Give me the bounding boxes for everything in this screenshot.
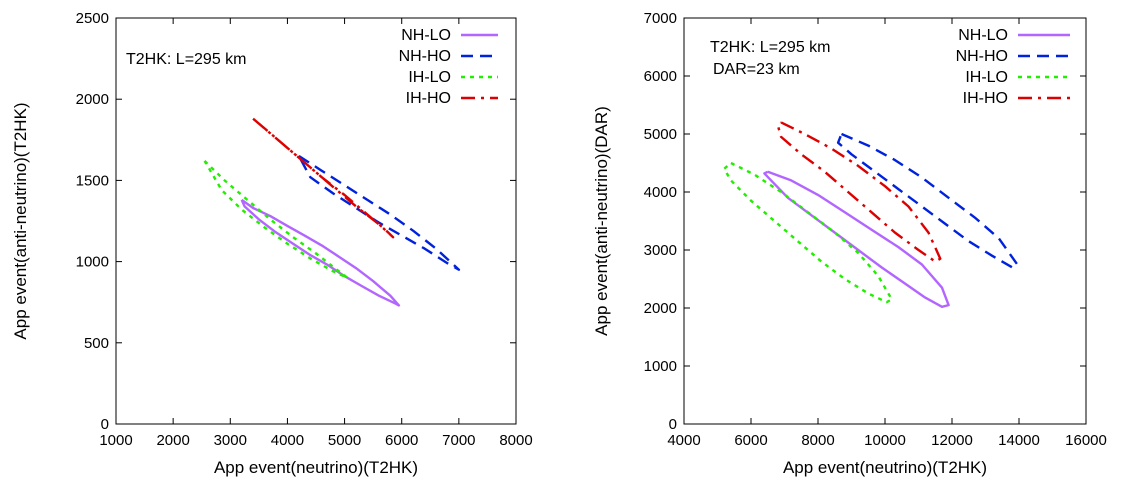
x-tick-label: 1000	[99, 432, 132, 449]
y-tick-label: 500	[84, 335, 109, 352]
plot-frame	[683, 17, 1087, 425]
legend: NH-LO NH-HO IH-LO IH-HO	[956, 27, 1070, 107]
chart-panel-1: 1000 2000 3000 4000 5000 6000 7000 8000 0 500 1000…	[11, 10, 533, 477]
series-curve-ih-ho	[252, 117, 395, 239]
series-curve-nh-lo	[240, 198, 401, 307]
y-tick-label: 1500	[76, 172, 109, 189]
series-curve-nh-lo	[763, 170, 950, 308]
plot-frame	[115, 17, 517, 425]
x-tick-label: 3000	[214, 432, 247, 449]
legend-label: IH-HO	[406, 90, 451, 107]
series-curve-ih-lo	[723, 161, 893, 304]
y-tick-label: 1000	[76, 254, 109, 271]
chart-panel-2: 4000 6000 8000 10000 12000 14000 16000 0 1000 200…	[592, 10, 1107, 477]
x-axis-label: App event(neutrino)(T2HK)	[783, 458, 987, 477]
y-tick-label: 1000	[644, 358, 677, 375]
x-tick-label: 8000	[801, 432, 834, 449]
x-tick-label: 8000	[499, 432, 532, 449]
x-tick-label: 12000	[931, 432, 973, 449]
y-tick-label: 2000	[644, 300, 677, 317]
x-tick-label: 2000	[156, 432, 189, 449]
x-axis-label: App event(neutrino)(T2HK)	[214, 458, 418, 477]
annotation-text: T2HK: L=295 km	[710, 39, 831, 56]
y-tick-label: 2500	[76, 10, 109, 27]
y-axis-label: App event(anti-neutrino)(T2HK)	[11, 102, 30, 339]
series-curve-ih-ho	[776, 121, 942, 263]
legend-label: IH-LO	[965, 69, 1008, 86]
x-tick-label: 14000	[998, 432, 1040, 449]
legend-label: NH-LO	[958, 27, 1008, 44]
y-tick-label: 2000	[76, 91, 109, 108]
x-tick-label: 6000	[385, 432, 418, 449]
y-tick-label: 5000	[644, 126, 677, 143]
legend-label: NH-HO	[399, 48, 451, 65]
legend-label: NH-LO	[401, 27, 451, 44]
y-tick-label: 0	[101, 416, 109, 433]
annotation-text: DAR=23 km	[713, 61, 800, 78]
y-tick-label: 6000	[644, 68, 677, 85]
legend-label: IH-HO	[963, 90, 1008, 107]
annotation-text: T2HK: L=295 km	[126, 51, 247, 68]
x-tick-label: 16000	[1065, 432, 1107, 449]
y-tick-label: 7000	[644, 10, 677, 27]
y-axis-label: App event(anti-neutrino)(DAR)	[592, 106, 611, 336]
legend-label: IH-LO	[408, 69, 451, 86]
y-tick-label: 3000	[644, 242, 677, 259]
x-tick-label: 4000	[271, 432, 304, 449]
x-tick-label: 6000	[734, 432, 767, 449]
y-tick-label: 4000	[644, 184, 677, 201]
series-curve-nh-ho	[836, 132, 1019, 269]
y-tick-label: 0	[669, 416, 677, 433]
legend-label: NH-HO	[956, 48, 1008, 65]
x-tick-label: 5000	[328, 432, 361, 449]
x-tick-label: 7000	[442, 432, 475, 449]
legend: NH-LO NH-HO IH-LO IH-HO	[399, 27, 498, 107]
series-curve-nh-ho	[297, 154, 461, 271]
x-tick-label: 4000	[667, 432, 700, 449]
x-tick-label: 10000	[864, 432, 906, 449]
